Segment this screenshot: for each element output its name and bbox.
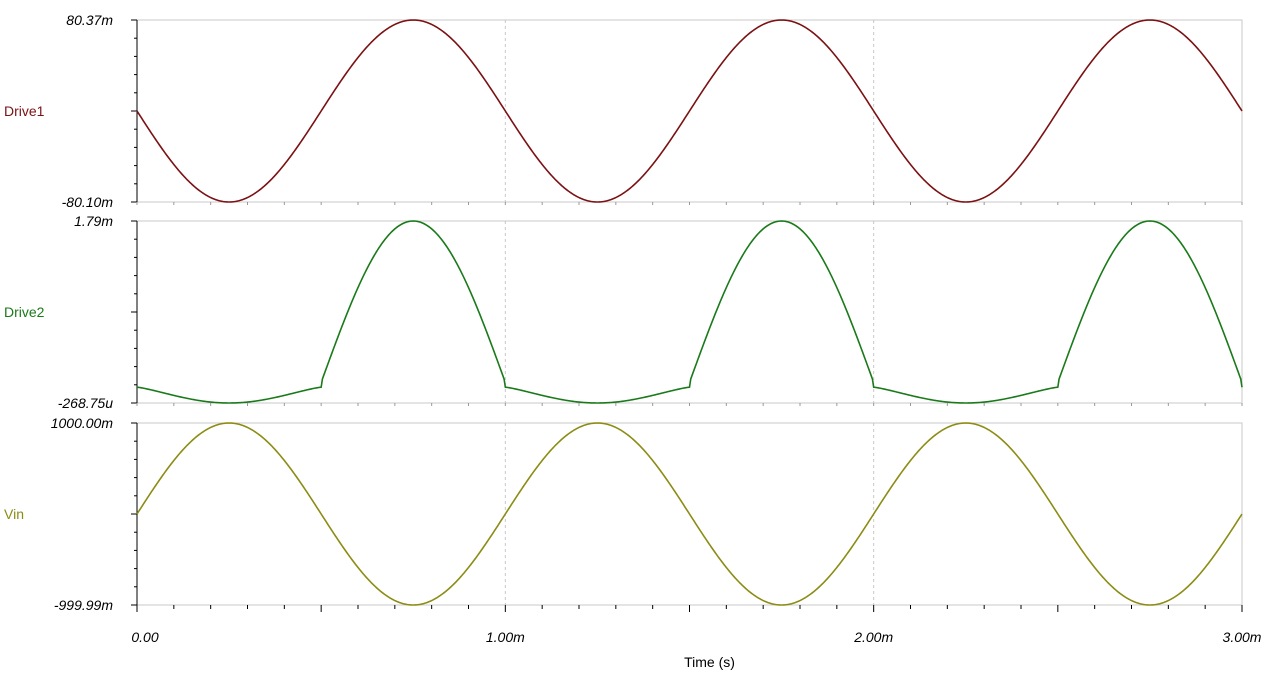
panel-vin: 1000.00m -999.99m Vin [4, 415, 1243, 613]
series-line-vin [136, 422, 1243, 606]
y-max-label: 80.37m [66, 12, 113, 28]
y-min-label: -80.10m [62, 194, 114, 210]
y-min-label: -268.75u [58, 395, 113, 411]
x-axis-label: Time (s) [684, 654, 735, 670]
y-max-label: 1.79m [74, 213, 113, 229]
y-min-label: -999.99m [54, 597, 113, 613]
panel-drive2: 1.79m -268.75u Drive2 [4, 213, 1243, 411]
panel-drive1: 80.37m -80.10m Drive1 [4, 12, 1243, 210]
panel-frame [136, 220, 1243, 404]
y-max-label: 1000.00m [51, 415, 114, 431]
x-axis: 0.00 1.00m 2.00m 3.00m Time (s) [131, 202, 1262, 670]
x-tick-label: 2.00m [853, 629, 893, 645]
series-line-drive1 [136, 19, 1243, 203]
series-label-drive2: Drive2 [4, 304, 45, 320]
x-tick-label: 1.00m [486, 629, 525, 645]
series-line-drive2 [136, 220, 1243, 404]
series-label-drive1: Drive1 [4, 103, 45, 119]
series-label-vin: Vin [4, 506, 24, 522]
x-tick-label: 0.00 [131, 629, 158, 645]
x-tick-label: 3.00m [1223, 629, 1262, 645]
